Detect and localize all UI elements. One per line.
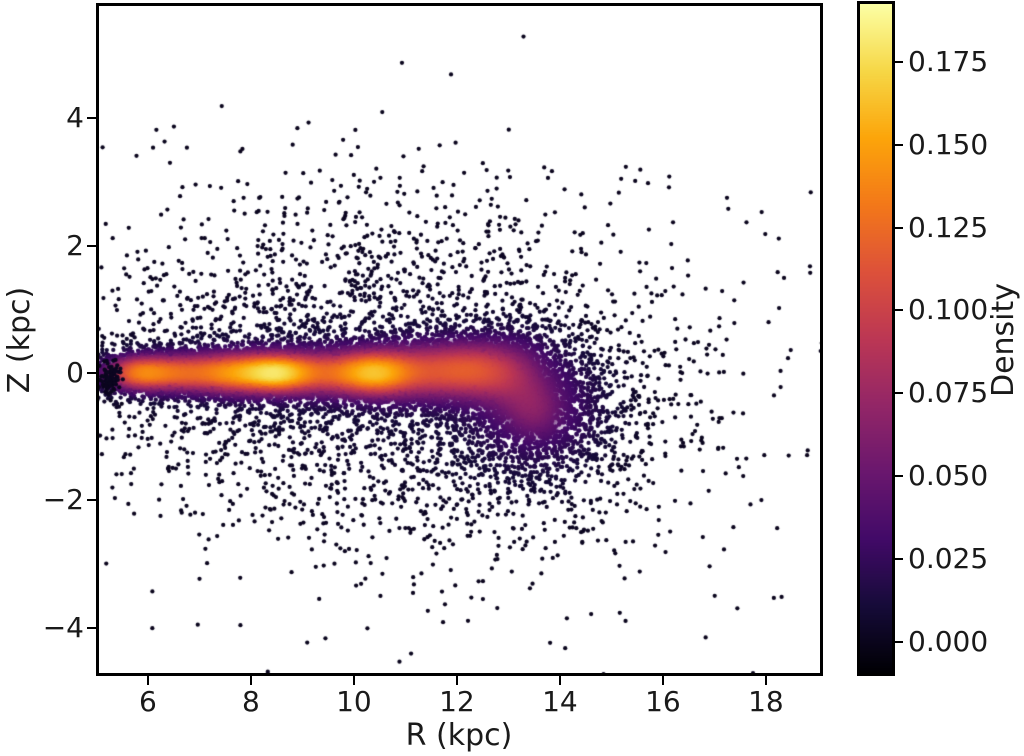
x-tick-mark	[352, 676, 355, 685]
x-tick-label: 10	[336, 685, 372, 718]
x-tick-label: 8	[242, 685, 260, 718]
y-tick-label: 0	[66, 355, 84, 389]
x-tick-label: 6	[139, 685, 157, 718]
y-tick-label: 4	[66, 101, 84, 135]
colorbar-tick-label: 0.025	[908, 541, 989, 575]
colorbar-tick-label: 0.125	[908, 210, 989, 244]
y-tick-mark	[87, 371, 96, 374]
colorbar-tick-label: 0.075	[908, 376, 989, 410]
colorbar-tick-mark	[895, 557, 903, 560]
colorbar-tick-mark	[895, 226, 903, 229]
scatter-density-canvas	[99, 6, 820, 673]
x-tick-label: 12	[439, 685, 475, 718]
y-tick-label: −4	[42, 610, 84, 644]
colorbar	[857, 1, 895, 676]
x-tick-mark	[455, 676, 458, 685]
y-tick-mark	[87, 626, 96, 629]
x-tick-mark	[249, 676, 252, 685]
y-tick-mark	[87, 117, 96, 120]
plot-area	[96, 3, 823, 676]
colorbar-tick-mark	[895, 392, 903, 395]
colorbar-label: Density	[986, 282, 1021, 398]
colorbar-tick-label: 0.150	[908, 127, 989, 161]
y-tick-mark	[87, 244, 96, 247]
colorbar-tick-mark	[895, 474, 903, 477]
x-tick-label: 14	[542, 685, 578, 718]
colorbar-tick-mark	[895, 309, 903, 312]
colorbar-tick-mark	[895, 60, 903, 63]
x-tick-mark	[146, 676, 149, 685]
colorbar-tick-label: 0.050	[908, 458, 989, 492]
y-axis-label: Z (kpc)	[2, 286, 37, 394]
y-tick-label: −2	[42, 483, 84, 517]
x-tick-mark	[661, 676, 664, 685]
colorbar-tick-label: 0.175	[908, 44, 989, 78]
colorbar-tick-label: 0.000	[908, 624, 989, 658]
x-tick-mark	[558, 676, 561, 685]
colorbar-gradient-canvas	[860, 4, 892, 673]
x-tick-mark	[764, 676, 767, 685]
x-tick-label: 16	[645, 685, 681, 718]
y-tick-mark	[87, 499, 96, 502]
y-tick-label: 2	[66, 228, 84, 262]
x-axis-label: R (kpc)	[405, 718, 513, 753]
colorbar-tick-label: 0.100	[908, 293, 989, 327]
colorbar-tick-mark	[895, 640, 903, 643]
colorbar-tick-mark	[895, 143, 903, 146]
x-tick-label: 18	[748, 685, 784, 718]
